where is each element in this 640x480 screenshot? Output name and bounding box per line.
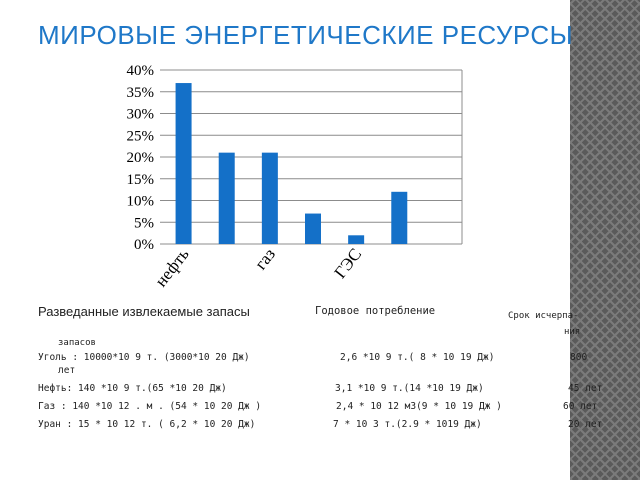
header-depletion-line2: ния [564,327,581,337]
bar [348,235,365,244]
row-resource: Уран : 15 * 10 12 т. ( 6,2 * 10 20 Дж) [38,419,256,430]
row-consumption: 2,4 * 10 12 м3(9 * 10 19 Дж ) [336,401,502,412]
row-term: 20 лет [568,419,603,430]
row-term: 800 [570,352,588,363]
row-consumption: 7 * 10 3 т.(2.9 * 1019 Дж) [333,419,482,430]
page-title: МИРОВЫЕ ЭНЕРГЕТИЧЕСКИЕ РЕСУРСЫ [38,20,574,50]
x-tick-label: газ [251,245,279,274]
y-tick-label: 25% [127,128,155,144]
y-tick-label: 35% [127,85,155,101]
y-tick-label: 10% [127,194,155,210]
header-depletion: Срок исчерпа- ния [508,308,598,340]
table-row: Уголь : 10000*10 9 т. (3000*10 20 Дж) 2,… [38,352,603,380]
row-consumption: 3,1 *10 9 т.(14 *10 19 Дж) [335,383,484,394]
bar [305,213,321,244]
y-axis-ticks: 0% 5% 10% 15% 20% 25% 30% 35% 40% [127,63,155,253]
y-tick-label: 0% [134,237,154,253]
row-term: 45 лет [568,383,603,394]
header-reserves: Разведанные извлекаемые запасы [38,304,250,319]
row-term-tail: лет [58,365,76,376]
header-depletion-line1: Срок исчерпа- [508,311,579,321]
bar-chart: 0% 5% 10% 15% 20% 25% 30% 35% 40% нефть газ ГЭС [127,63,463,291]
bar [261,152,278,244]
y-tick-label: 15% [127,172,155,188]
x-axis-ticks: нефть газ ГЭС [151,245,365,291]
y-tick-label: 30% [127,107,155,123]
bar [218,152,235,244]
chart-grid [160,69,463,245]
y-tick-label: 20% [127,150,155,166]
table-row: Нефть: 140 *10 9 т.(65 *10 20 Дж) 3,1 *1… [38,383,603,411]
decorative-stripe [570,0,640,480]
row-resource: Уголь : 10000*10 9 т. (3000*10 20 Дж) [38,352,250,363]
x-tick-label: нефть [151,245,193,291]
x-tick-label: ГЭС [330,245,365,282]
y-tick-label: 40% [127,63,155,79]
row-consumption: 2,6 *10 9 т.( 8 * 10 19 Дж) [340,352,495,363]
row-resource: Газ : 140 *10 12 . м . (54 * 10 20 Дж ) [38,401,262,412]
row-resource: Нефть: 140 *10 9 т.(65 *10 20 Дж) [38,383,227,394]
bar [391,191,408,244]
bar [175,83,192,244]
row-term: 60 лет [563,401,598,412]
chart-bars [175,83,408,244]
y-tick-label: 5% [134,215,154,231]
header-consumption: Годовое потребление [315,305,436,317]
table-row: Газ : 140 *10 12 . м . (54 * 10 20 Дж ) … [38,401,603,429]
header-reserves-tail: запасов [58,338,96,348]
table-row: Уран : 15 * 10 12 т. ( 6,2 * 10 20 Дж) 7… [38,419,603,447]
